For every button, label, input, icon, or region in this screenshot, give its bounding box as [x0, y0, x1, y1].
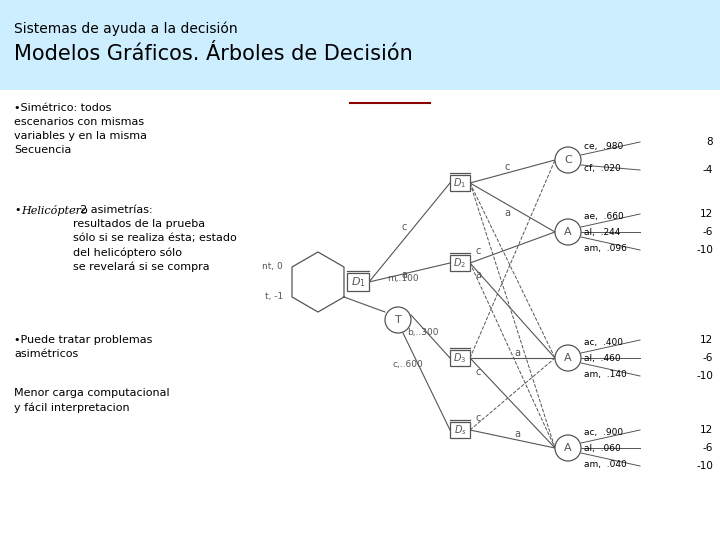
Text: c: c: [402, 222, 408, 233]
Text: $D_1$: $D_1$: [351, 275, 366, 289]
Text: al,  .244: al, .244: [584, 227, 621, 237]
Text: •Puede tratar problemas
asimétricos: •Puede tratar problemas asimétricos: [14, 335, 153, 359]
Text: al,  .460: al, .460: [584, 354, 621, 362]
Circle shape: [385, 307, 411, 333]
Text: -4: -4: [703, 165, 713, 175]
Circle shape: [555, 147, 581, 173]
Text: -10: -10: [696, 245, 713, 255]
Text: ae,  .660: ae, .660: [584, 212, 624, 220]
Text: A: A: [564, 353, 572, 363]
Text: a: a: [515, 429, 521, 439]
Text: A: A: [564, 443, 572, 453]
Text: am,  .140: am, .140: [584, 369, 626, 379]
Text: $D_3$: $D_3$: [454, 351, 467, 365]
Text: A: A: [564, 227, 572, 237]
Text: ac,  .900: ac, .900: [584, 428, 623, 436]
Text: Modelos Gráficos. Árboles de Decisión: Modelos Gráficos. Árboles de Decisión: [14, 44, 413, 64]
Circle shape: [555, 345, 581, 371]
Text: $D_2$: $D_2$: [454, 256, 467, 270]
Text: c,..600: c,..600: [392, 361, 423, 369]
Bar: [450, 422, 470, 438]
Text: b,..300: b,..300: [408, 327, 438, 336]
Text: am,  .040: am, .040: [584, 460, 626, 469]
Bar: [450, 350, 470, 366]
Text: a: a: [505, 207, 510, 218]
Text: al,  .060: al, .060: [584, 443, 621, 453]
Text: t, -1: t, -1: [265, 293, 283, 301]
Text: c: c: [475, 413, 481, 423]
Bar: [450, 255, 470, 271]
Text: ac,  .400: ac, .400: [584, 338, 623, 347]
Text: -6: -6: [703, 443, 713, 453]
Text: Sistemas de ayuda a la decisión: Sistemas de ayuda a la decisión: [14, 22, 238, 37]
Text: nt, 0: nt, 0: [262, 262, 283, 272]
Text: c: c: [475, 246, 481, 256]
Text: Helicóptero: Helicóptero: [21, 205, 88, 216]
Text: cf,  .020: cf, .020: [584, 164, 621, 172]
Text: $D_1$: $D_1$: [454, 176, 467, 190]
Text: c: c: [505, 161, 510, 172]
Bar: [450, 175, 470, 191]
Text: -6: -6: [703, 227, 713, 237]
Text: 12: 12: [700, 425, 713, 435]
Circle shape: [555, 219, 581, 245]
Text: ce,  .980: ce, .980: [584, 141, 624, 151]
Text: c: c: [475, 367, 481, 377]
Text: m,.100: m,.100: [387, 273, 419, 282]
Bar: [347, 273, 369, 291]
Text: 8: 8: [706, 137, 713, 147]
Bar: [0, 0, 720, 90]
Text: •Simétrico: todos
escenarios con mismas
variables y en la misma
Secuencia: •Simétrico: todos escenarios con mismas …: [14, 103, 147, 155]
Text: 12: 12: [700, 335, 713, 345]
Text: •: •: [14, 205, 20, 215]
Text: C: C: [564, 155, 572, 165]
Text: a: a: [475, 270, 481, 280]
Text: : 2 asimetrías:
resultados de la prueba
sólo si se realiza ésta; estado
del heli: : 2 asimetrías: resultados de la prueba …: [73, 205, 237, 273]
Text: T: T: [395, 315, 401, 325]
Text: -10: -10: [696, 461, 713, 471]
Text: am,  .096: am, .096: [584, 244, 627, 253]
Text: -6: -6: [703, 353, 713, 363]
Text: $D_s$: $D_s$: [454, 423, 467, 437]
Text: 12: 12: [700, 209, 713, 219]
Circle shape: [555, 435, 581, 461]
Text: -10: -10: [696, 371, 713, 381]
Text: a: a: [402, 271, 408, 280]
Text: a: a: [515, 348, 521, 358]
Text: Menor carga computacional
y fácil interpretacion: Menor carga computacional y fácil interp…: [14, 388, 170, 413]
